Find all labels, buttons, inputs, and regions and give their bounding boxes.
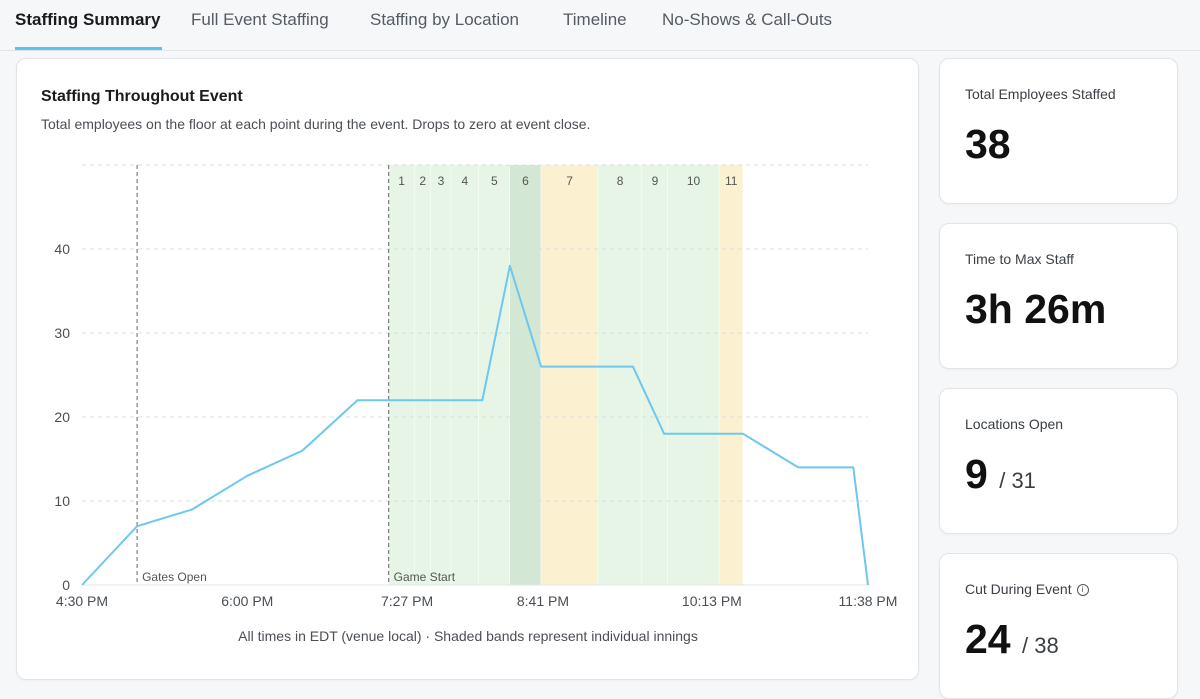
inning-label: 7 [566,174,573,188]
stat-value: 24 [965,616,1011,662]
stat-value: 9 [965,451,988,497]
inning-label: 8 [617,174,624,188]
stat-denominator: / 31 [999,468,1036,493]
inning-label: 1 [398,174,405,188]
x-tick-label: 4:30 PM [56,593,108,609]
stat-label: Cut During Event [965,581,1072,597]
tab-full-event-staffing[interactable]: Full Event Staffing [191,10,329,29]
y-tick-label: 10 [54,493,70,509]
tab-staffing-summary[interactable]: Staffing Summary [15,10,161,29]
chart-title: Staffing Throughout Event [41,88,243,105]
staffing-chart-card: Staffing Throughout Event Total employee… [16,58,919,680]
inning-band [414,165,431,585]
stat-value: 3h 26m [965,286,1107,332]
inning-label: 2 [419,174,426,188]
stat-denominator: / 38 [1022,633,1059,658]
tab-no-shows-call-outs[interactable]: No-Shows & Call-Outs [662,10,833,29]
tab-timeline[interactable]: Timeline [563,10,627,29]
stat-value-row: 24 / 38 [965,616,1059,663]
stat-label: Total Employees Staffed [965,86,1116,102]
inning-band [430,165,452,585]
inning-band [451,165,479,585]
inning-band [478,165,510,585]
event-marker-label: Gates Open [142,570,207,584]
inning-label: 4 [462,174,469,188]
tab-bar: Staffing Summary Full Event Staffing Sta… [0,0,1200,51]
inning-label: 3 [438,174,445,188]
stat-label-row: Cut During Event i [965,581,1089,597]
x-tick-label: 7:27 PM [381,593,433,609]
x-tick-label: 11:38 PM [839,593,898,609]
info-icon[interactable]: i [1076,584,1089,597]
x-tick-label: 10:13 PM [682,593,742,609]
staffing-series-line [81,264,869,586]
inning-band [719,165,744,585]
inning-label: 6 [522,174,529,188]
inning-band [642,165,668,585]
inning-label: 5 [491,174,498,188]
staffing-line-chart: 1 2 3 4 5 6 7 8 9 10 11 0 10 20 30 40 4:30 PM 6:00 PM 7:27… [54,164,898,644]
inning-band [541,165,599,585]
stat-value: 38 [965,121,1011,167]
y-tick-label: 0 [62,577,70,593]
tab-staffing-by-location[interactable]: Staffing by Location [370,10,520,29]
inning-band [509,165,542,585]
stat-card-locations-open: Locations Open 9 / 31 [939,388,1178,534]
stat-label: Locations Open [965,416,1064,432]
chart-footnote: All times in EDT (venue local) · Shaded … [238,628,698,644]
inning-band [598,165,643,585]
inning-label: 9 [652,174,659,188]
y-tick-label: 30 [54,325,70,341]
y-tick-label: 20 [54,409,70,425]
stat-label: Time to Max Staff [965,251,1074,267]
inning-label: 11 [725,174,738,188]
stat-value-row: 9 / 31 [965,451,1036,498]
stat-card-time-to-max: Time to Max Staff 3h 26m [939,223,1178,369]
chart-subtitle: Total employees on the floor at each poi… [41,116,591,132]
inning-band [667,165,720,585]
stat-card-total-staffed: Total Employees Staffed 38 [939,58,1178,204]
stat-card-cut-during-event: Cut During Event i 24 / 38 [939,553,1178,699]
inning-band [388,165,415,585]
active-tab-indicator [15,47,162,50]
inning-label: 10 [687,174,701,188]
x-tick-label: 8:41 PM [517,593,569,609]
event-marker-label: Game Start [394,570,456,584]
x-tick-label: 6:00 PM [221,593,273,609]
y-tick-label: 40 [54,241,70,257]
